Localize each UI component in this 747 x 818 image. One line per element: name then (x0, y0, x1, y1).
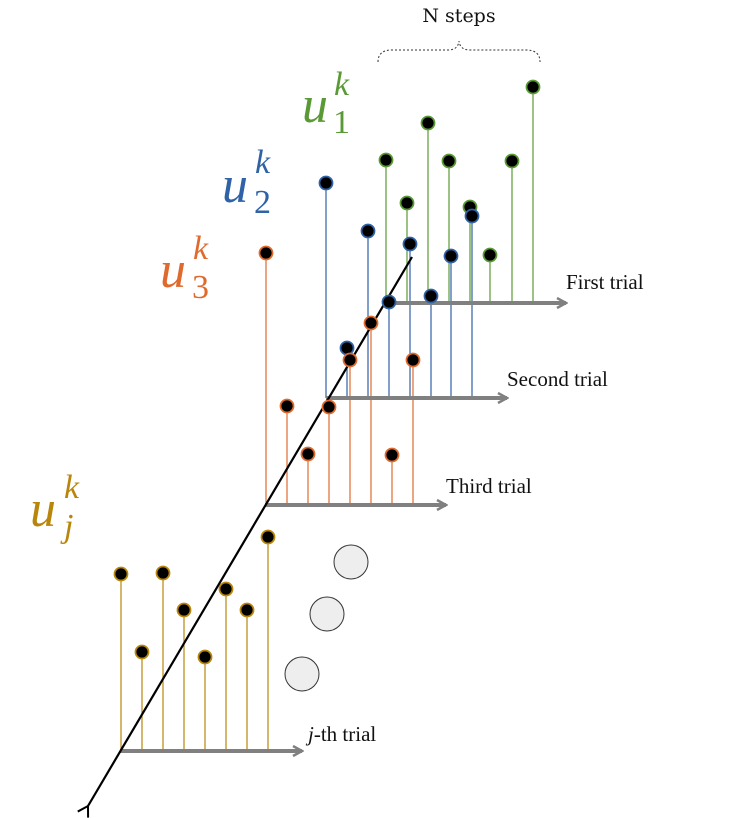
third-trial-label: Third trial (446, 474, 532, 498)
third-trial-marker (321, 399, 337, 415)
third-trial-marker (363, 315, 379, 331)
j-th-trial-marker (218, 581, 234, 597)
u3k-sub: 3 (192, 269, 209, 306)
second-trial-marker (360, 223, 376, 239)
u3k-sup: k (193, 230, 209, 267)
first-trial-marker (378, 152, 394, 168)
first-trial-marker (441, 153, 457, 169)
trial-markers (113, 79, 541, 665)
j-th-trial-marker (155, 565, 171, 581)
u1k-sup: k (334, 66, 350, 103)
u1k-sub: 1 (333, 104, 350, 141)
first-trial-marker (399, 195, 415, 211)
second-trial-marker (339, 340, 355, 356)
third-trial-marker (342, 352, 358, 368)
n-steps-label: N steps (422, 5, 495, 27)
ellipsis-dot (333, 544, 369, 580)
j-th-trial-marker (113, 566, 129, 582)
first-trial-marker (420, 115, 436, 131)
u1k-base: u (302, 77, 328, 134)
ellipsis-dots (284, 544, 369, 692)
variable-u1k: u k 1 (302, 66, 350, 141)
second-trial-marker (443, 248, 459, 264)
j-th-trial-label-rest: -th trial (314, 722, 377, 746)
ellipsis-dot (309, 596, 345, 632)
first-trial-marker (504, 153, 520, 169)
ujk-sup: k (64, 469, 80, 506)
second-trial-label: Second trial (507, 367, 608, 391)
j-th-trial-marker (134, 644, 150, 660)
variable-u2k: u k 2 (222, 144, 271, 221)
trial-index-axis (77, 256, 413, 818)
j-th-trial-marker (239, 602, 255, 618)
variable-u3k: u k 3 (160, 230, 209, 306)
j-th-trial-label-j: j (305, 722, 314, 746)
third-trial-marker (258, 245, 274, 261)
third-trial-marker (279, 398, 295, 414)
second-trial-marker (318, 175, 334, 191)
u2k-base: u (222, 157, 248, 214)
first-trial-marker (482, 247, 498, 263)
ellipsis-dot (284, 656, 320, 692)
j-th-trial-marker (197, 649, 213, 665)
ujk-sub: j (60, 508, 73, 545)
second-trial-marker (464, 208, 480, 224)
trial-axes (120, 303, 566, 751)
trial-stems (120, 94, 534, 751)
variable-ujk: u k j (30, 469, 80, 545)
ujk-base: u (30, 481, 56, 538)
first-trial-marker (525, 79, 541, 95)
u2k-sub: 2 (254, 184, 271, 221)
j-th-trial-label: j-th trial (305, 722, 376, 746)
third-trial-marker (300, 446, 316, 462)
n-steps-brace: N steps (377, 5, 541, 63)
first-trial-label: First trial (566, 270, 644, 294)
second-trial-marker (402, 236, 418, 252)
third-trial-marker (405, 352, 421, 368)
j-th-trial-marker (260, 529, 276, 545)
j-th-trial-marker (176, 602, 192, 618)
second-trial-marker (381, 294, 397, 310)
u2k-sup: k (255, 144, 271, 181)
third-trial-marker (384, 447, 400, 463)
second-trial-marker (423, 288, 439, 304)
u3k-base: u (160, 242, 186, 299)
